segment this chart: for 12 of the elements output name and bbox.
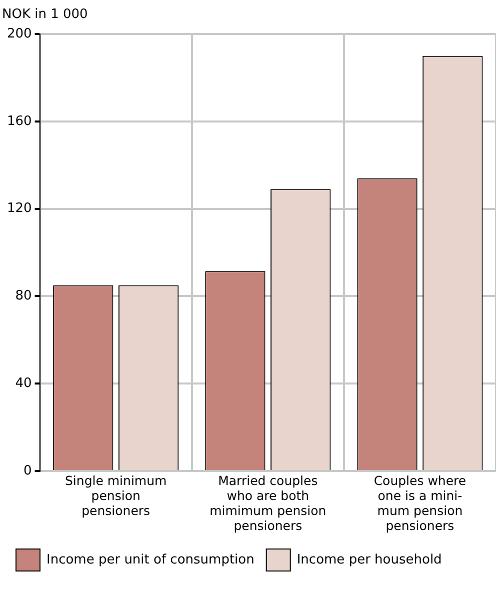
legend-label: Income per household xyxy=(296,552,442,568)
y-tick-label: 200 xyxy=(6,26,32,42)
y-tick-label: 120 xyxy=(6,201,32,216)
x-tick-label: Single minimum pension pensioners xyxy=(64,472,167,518)
legend-label: Income per unit of consumption xyxy=(46,552,254,568)
y-tick-label: 40 xyxy=(15,376,32,391)
y-tick-label: 160 xyxy=(6,114,32,129)
y-axis-title: NOK in 1 000 xyxy=(2,6,88,22)
x-tick-label: Married couples who are both mimimum pension pensioners xyxy=(210,472,326,533)
y-tick-label: 80 xyxy=(15,288,32,304)
x-tick-label: Couples where one is a mini- mum pension pensioners xyxy=(374,472,466,533)
y-tick-label: 0 xyxy=(24,463,32,478)
